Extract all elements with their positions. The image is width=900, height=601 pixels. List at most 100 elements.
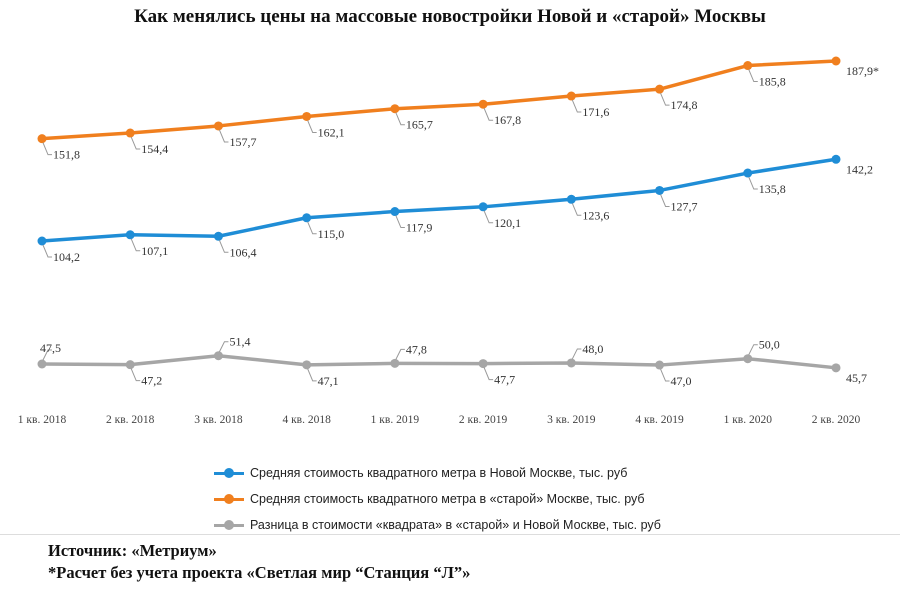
data-label-difference: 47,0 (671, 374, 692, 388)
data-point-difference (125, 360, 135, 370)
x-tick-label: 2 кв. 2018 (106, 414, 155, 426)
data-point-old-moscow (831, 56, 841, 66)
data-label-old-moscow: 171,6 (582, 105, 609, 119)
label-leader-line (748, 344, 758, 355)
label-leader-line (130, 368, 141, 382)
legend-item-new-moscow: Средняя стоимость квадратного метра в Но… (214, 460, 661, 486)
data-label-new-moscow: 107,1 (141, 244, 168, 258)
label-leader-line (307, 221, 317, 235)
footer: Источник: «Метриум» *Расчет без учета пр… (48, 540, 470, 584)
data-point-old-moscow (390, 104, 400, 114)
source-note: Источник: «Метриум» (48, 541, 217, 560)
data-label-new-moscow: 135,8 (759, 182, 786, 196)
x-tick-label: 2 кв. 2020 (812, 414, 861, 426)
label-leader-line (130, 238, 141, 252)
data-label-new-moscow: 106,4 (229, 245, 256, 259)
data-label-new-moscow: 117,9 (406, 221, 433, 235)
data-point-new-moscow (302, 213, 312, 223)
data-label-new-moscow: 115,0 (318, 227, 345, 241)
data-point-old-moscow (566, 91, 576, 101)
label-leader-line (42, 349, 52, 361)
legend-label-difference: Разница в стоимости «квадрата» в «старой… (250, 518, 661, 532)
data-point-difference (743, 354, 753, 364)
data-label-new-moscow: 123,6 (582, 208, 609, 222)
legend-item-difference: Разница в стоимости «квадрата» в «старой… (214, 512, 661, 538)
label-leader-line (483, 367, 494, 381)
x-tick-label: 4 кв. 2019 (635, 414, 684, 426)
label-leader-line (748, 176, 758, 190)
label-leader-line (483, 210, 494, 224)
data-label-old-moscow: 185,8 (759, 75, 786, 89)
data-label-difference: 47,1 (318, 374, 339, 388)
legend-swatch-difference (214, 518, 244, 532)
label-leader-line (660, 194, 670, 207)
x-tick-label: 2 кв. 2019 (459, 414, 508, 426)
data-label-difference: 47,5 (40, 341, 61, 355)
label-leader-line (307, 368, 317, 382)
label-leader-line (660, 368, 670, 382)
data-point-new-moscow (125, 230, 135, 240)
series-line-old-moscow (41, 59, 837, 141)
line-chart: 1 кв. 2018 2 кв. 2018 3 кв. 2018 4 кв. 2018… (18, 56, 879, 426)
data-point-old-moscow (302, 111, 312, 121)
data-point-new-moscow (655, 185, 665, 195)
legend-label-old-moscow: Средняя стоимость квадратного метра в «с… (250, 492, 645, 506)
data-point-difference (213, 351, 223, 361)
data-point-difference (655, 360, 665, 370)
data-point-new-moscow (37, 236, 47, 246)
data-point-old-moscow (213, 121, 223, 131)
label-leader-line (571, 203, 582, 216)
label-leader-line (218, 129, 229, 143)
x-tick-label: 1 кв. 2018 (18, 414, 67, 426)
data-point-difference (831, 363, 841, 373)
data-label-old-moscow: 154,4 (141, 142, 168, 156)
data-label-old-moscow: 162,1 (318, 125, 345, 139)
label-leader-line (660, 92, 670, 106)
label-leader-line (218, 240, 229, 253)
x-tick-label: 1 кв. 2019 (371, 414, 420, 426)
legend-item-old-moscow: Средняя стоимость квадратного метра в «с… (214, 486, 661, 512)
label-leader-line (42, 142, 52, 156)
data-point-difference (566, 358, 576, 368)
divider (0, 534, 900, 535)
data-label-old-moscow: 167,8 (494, 113, 521, 127)
series-line-difference (41, 353, 837, 370)
legend-swatch-old-moscow (214, 492, 244, 506)
data-point-old-moscow (743, 61, 753, 71)
data-label-new-moscow: 127,7 (671, 199, 698, 213)
data-point-new-moscow (213, 231, 223, 241)
legend-label-new-moscow: Средняя стоимость квадратного метра в Но… (250, 466, 628, 480)
data-label-old-moscow: 174,8 (671, 98, 698, 112)
label-leader-line (218, 341, 229, 352)
label-leader-line (395, 215, 405, 229)
x-tick-label: 1 кв. 2020 (724, 414, 773, 426)
label-leader-line (395, 348, 405, 360)
data-label-old-moscow: 157,7 (229, 135, 256, 149)
label-leader-line (42, 244, 52, 258)
data-point-difference (478, 359, 488, 369)
label-leader-line (571, 348, 582, 360)
data-point-old-moscow (478, 99, 488, 109)
data-label-difference: 47,8 (406, 342, 427, 356)
data-label-old-moscow: 165,7 (406, 118, 433, 132)
data-point-new-moscow (478, 202, 488, 212)
data-label-new-moscow: 142,2 (846, 162, 873, 176)
data-point-new-moscow (390, 207, 400, 217)
data-label-new-moscow: 120,1 (494, 216, 521, 230)
label-leader-line (571, 99, 582, 113)
data-point-new-moscow (831, 154, 841, 164)
x-tick-label: 3 кв. 2018 (194, 414, 243, 426)
legend-swatch-new-moscow (214, 466, 244, 480)
chart-title: Как менялись цены на массовые новостройк… (134, 6, 766, 27)
label-leader-line (395, 112, 405, 126)
data-point-new-moscow (743, 168, 753, 178)
data-point-difference (302, 360, 312, 370)
label-leader-line (307, 120, 317, 133)
data-label-new-moscow: 104,2 (53, 250, 80, 264)
data-label-difference: 51,4 (229, 335, 250, 349)
data-label-difference: 47,7 (494, 373, 515, 387)
data-label-old-moscow: 151,8 (53, 148, 80, 162)
data-label-old-moscow: 187,9* (846, 64, 879, 78)
data-point-difference (390, 358, 400, 368)
x-tick-label: 3 кв. 2019 (547, 414, 596, 426)
